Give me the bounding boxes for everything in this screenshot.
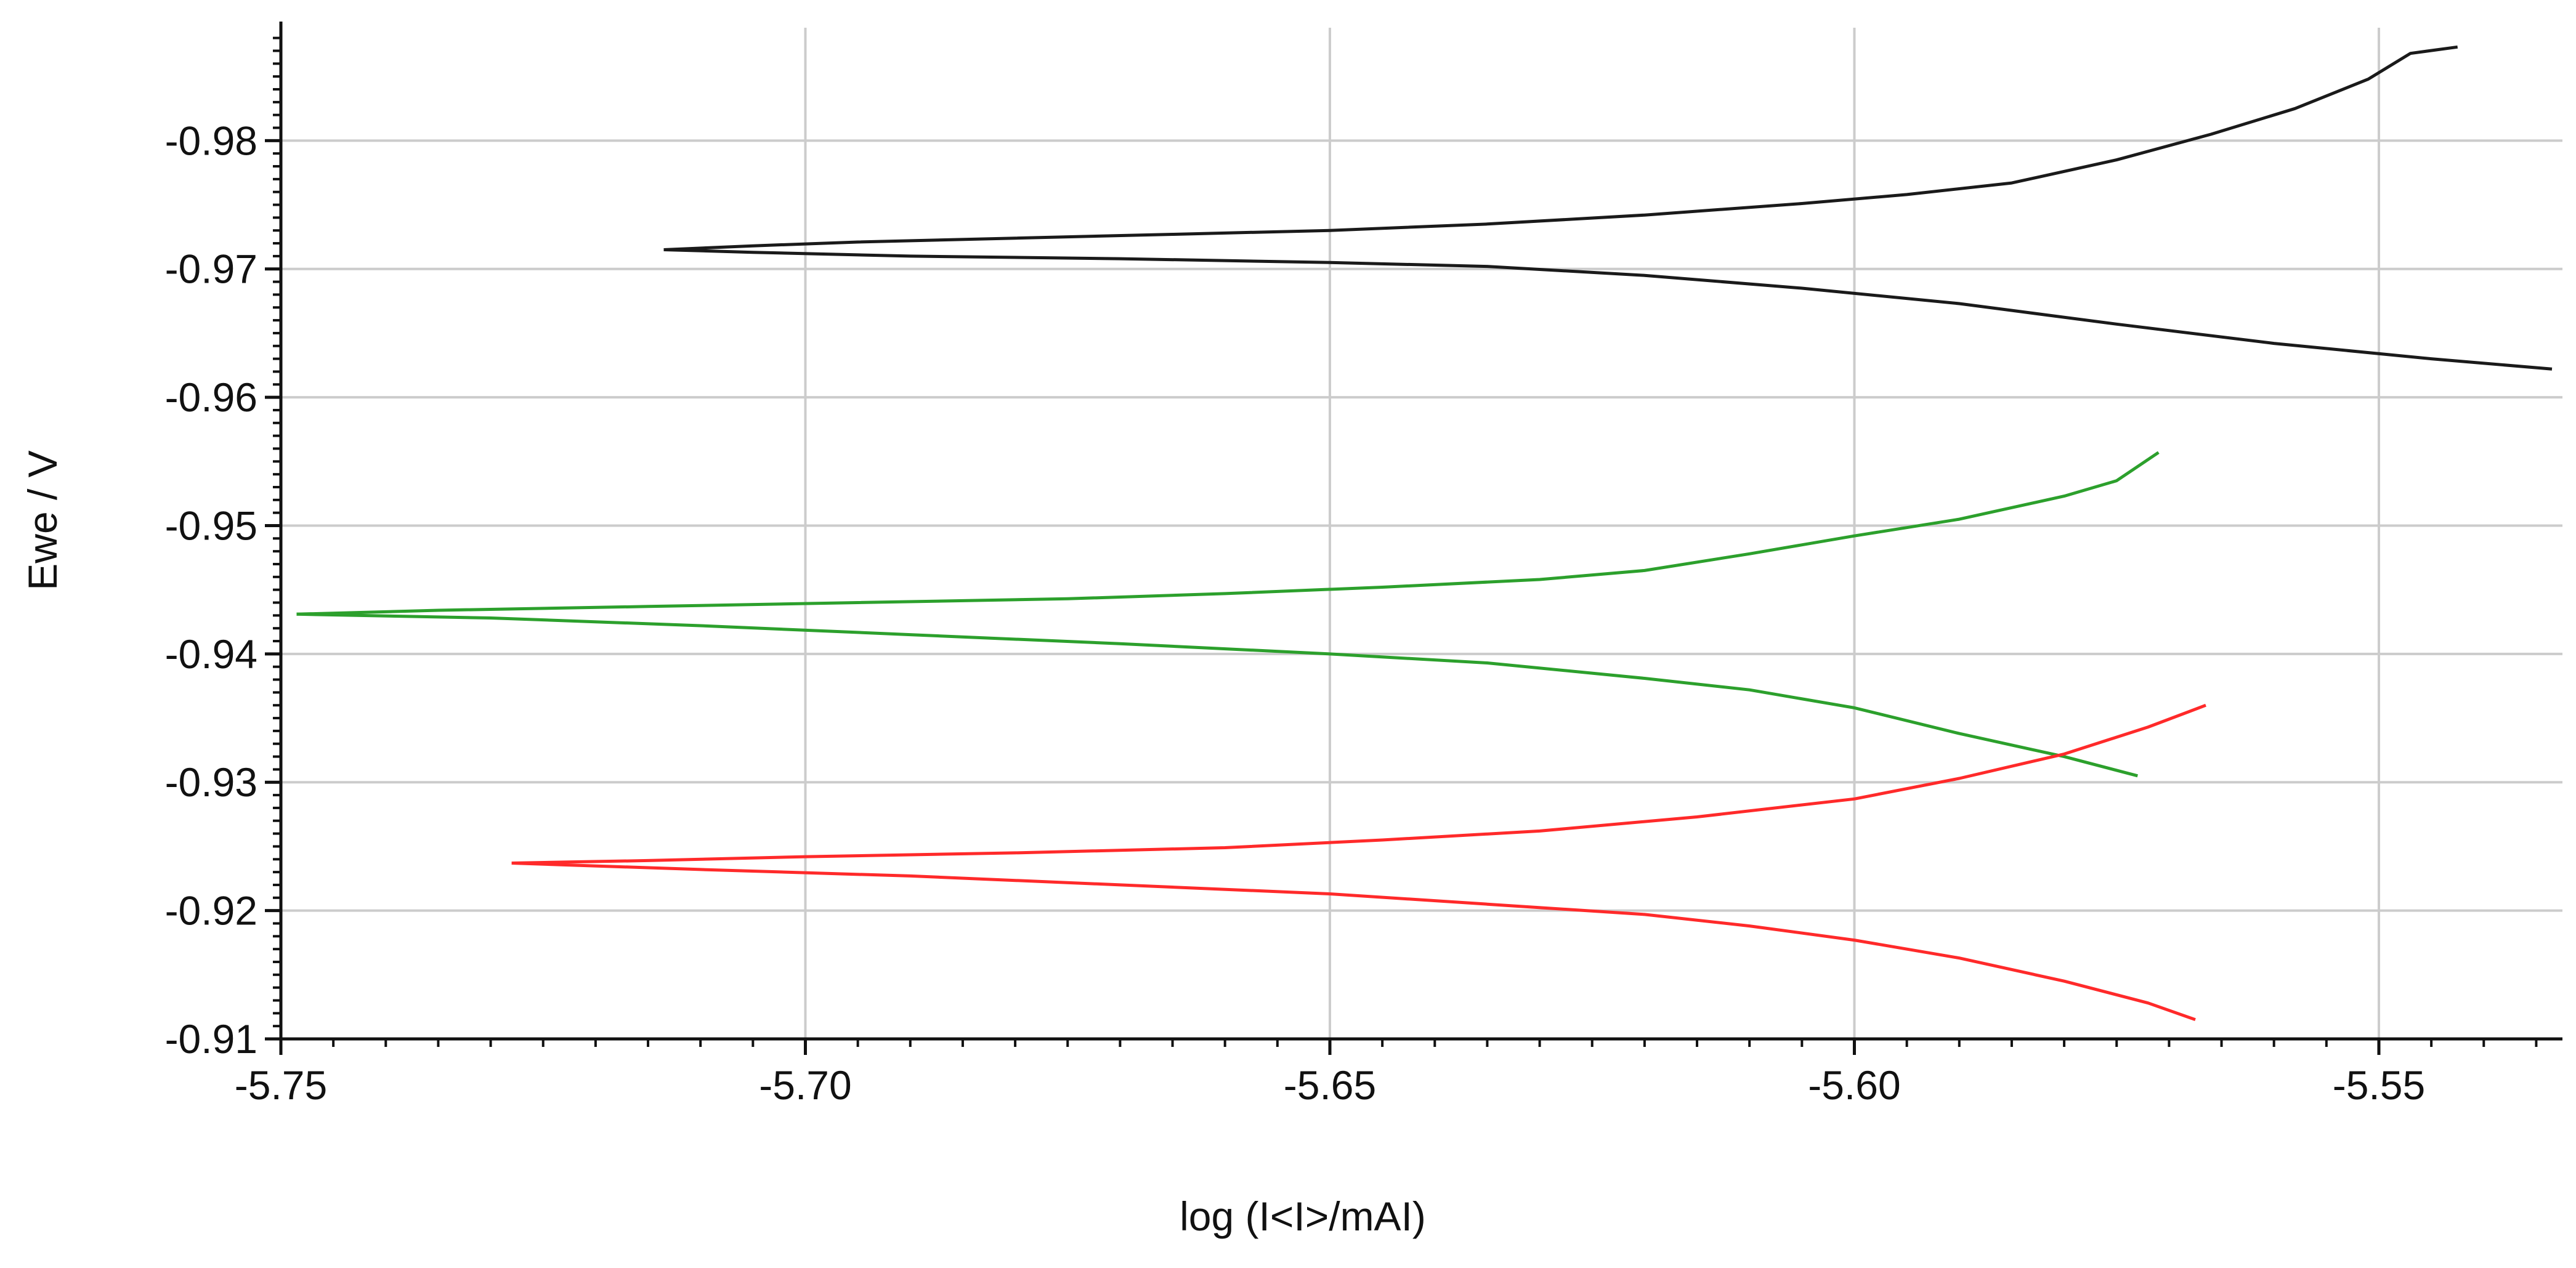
x-tick-label: -5.60 bbox=[1808, 1062, 1900, 1108]
y-tick-label: -0.95 bbox=[165, 503, 257, 548]
x-tick-label: -5.70 bbox=[759, 1062, 851, 1108]
x-tick-label: -5.55 bbox=[2333, 1062, 2425, 1108]
x-tick-label: -5.65 bbox=[1284, 1062, 1376, 1108]
y-axis-title: Ewe / V bbox=[20, 450, 65, 590]
y-tick-label: -0.96 bbox=[165, 374, 257, 420]
series-line-black-upper-branch bbox=[663, 45, 2458, 251]
tick-label-layer: -5.75 -5.70 -5.65 -5.60 -5.55 -0.98 -0.97 -0.96… bbox=[165, 118, 2426, 1108]
y-tick-label: -0.94 bbox=[165, 631, 257, 677]
y-tick-label: -0.97 bbox=[165, 246, 257, 292]
y-tick-label: -0.92 bbox=[165, 888, 257, 934]
y-tick-label: -0.91 bbox=[165, 1016, 257, 1062]
series-line-red-upper-branch bbox=[511, 703, 2206, 865]
series-line-red-lower-branch bbox=[511, 862, 2196, 1022]
y-tick-label: -0.93 bbox=[165, 759, 257, 805]
series-line-black-lower-branch bbox=[663, 248, 2553, 371]
series-line-green-lower-branch bbox=[296, 612, 2138, 778]
x-axis-title: log (I<I>/mAI) bbox=[1180, 1193, 1426, 1239]
grid-layer bbox=[281, 28, 2562, 1039]
axes-layer bbox=[265, 22, 2562, 1055]
series-layer bbox=[296, 45, 2553, 1022]
y-tick-label: -0.98 bbox=[165, 118, 257, 163]
x-tick-label: -5.75 bbox=[235, 1062, 327, 1108]
series-line-green-upper-branch bbox=[296, 451, 2160, 616]
